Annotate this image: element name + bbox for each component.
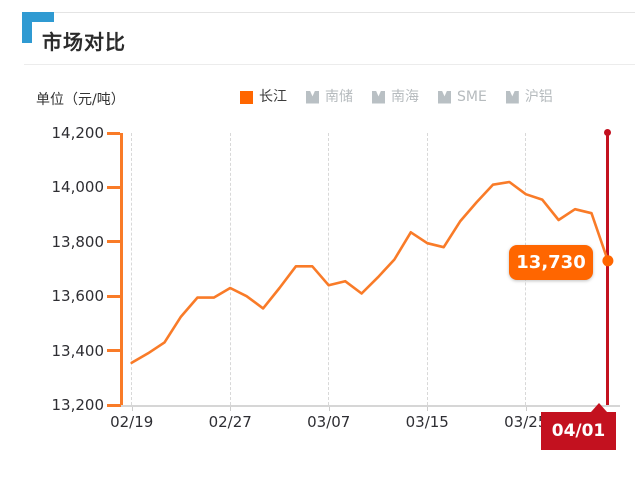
gridline [328, 133, 330, 405]
x-axis-tick [230, 405, 232, 411]
crosshair-line [606, 131, 610, 405]
legend-item-label: 南储 [325, 89, 353, 105]
x-axis-line [121, 405, 620, 407]
y-axis-tick [107, 185, 120, 189]
y-axis-tick [107, 131, 120, 135]
y-axis-label: 14,000 [51, 178, 105, 197]
x-axis-label: 03/15 [405, 413, 449, 431]
x-axis-label: 02/27 [208, 413, 252, 431]
header-divider [24, 64, 635, 65]
y-axis-label: 14,200 [51, 124, 105, 142]
date-badge-arrow [591, 403, 607, 412]
y-axis-label: 13,400 [51, 341, 105, 360]
x-axis-tick [131, 405, 133, 411]
value-tooltip: 13,730 [509, 245, 593, 280]
y-axis-tick [107, 294, 120, 298]
notched-swatch-icon [438, 90, 451, 104]
gridline [131, 133, 133, 405]
legend-item-label: SME [457, 89, 487, 105]
x-axis-tick [328, 405, 330, 411]
y-axis-label: 13,600 [51, 287, 105, 306]
page-title: 市场对比 [42, 30, 126, 54]
legend-item-hulv[interactable]: 沪铝 [505, 89, 553, 105]
notched-swatch-icon [505, 90, 519, 104]
legend-item-changjiang[interactable]: 长江 [240, 90, 287, 104]
y-axis-tick [107, 240, 120, 244]
x-axis-label: 02/19 [110, 413, 154, 431]
gridline [229, 133, 231, 405]
x-axis-label: 03/25 [504, 413, 548, 431]
legend-item-label: 南海 [391, 89, 419, 105]
y-axis-tick [107, 403, 120, 407]
notched-swatch-icon [372, 90, 385, 104]
x-axis-tick [525, 405, 527, 411]
x-axis-label: 03/07 [307, 413, 351, 431]
y-axis-label: 13,200 [51, 396, 105, 414]
legend: 长江 南储 南海 SME 沪铝 [240, 90, 553, 104]
legend-item-sme[interactable]: SME [438, 90, 487, 104]
y-axis-line [120, 133, 123, 407]
legend-item-label: 长江 [259, 89, 287, 105]
unit-label: 单位（元/吨） [36, 92, 125, 108]
legend-item-label: 沪铝 [524, 89, 553, 105]
crosshair-date-badge: 04/01 [541, 403, 616, 450]
legend-item-nanchu[interactable]: 南储 [306, 90, 353, 104]
notched-swatch-icon [306, 90, 319, 104]
crosshair-cap [604, 129, 612, 136]
y-axis-label: 13,800 [51, 232, 105, 251]
y-axis-tick [107, 349, 120, 353]
highlight-point [602, 255, 614, 267]
header-top-border [54, 12, 635, 13]
legend-item-nanhai[interactable]: 南海 [372, 90, 419, 104]
gridline [426, 133, 428, 405]
series-swatch-icon [240, 90, 253, 104]
x-axis-tick [427, 405, 429, 411]
